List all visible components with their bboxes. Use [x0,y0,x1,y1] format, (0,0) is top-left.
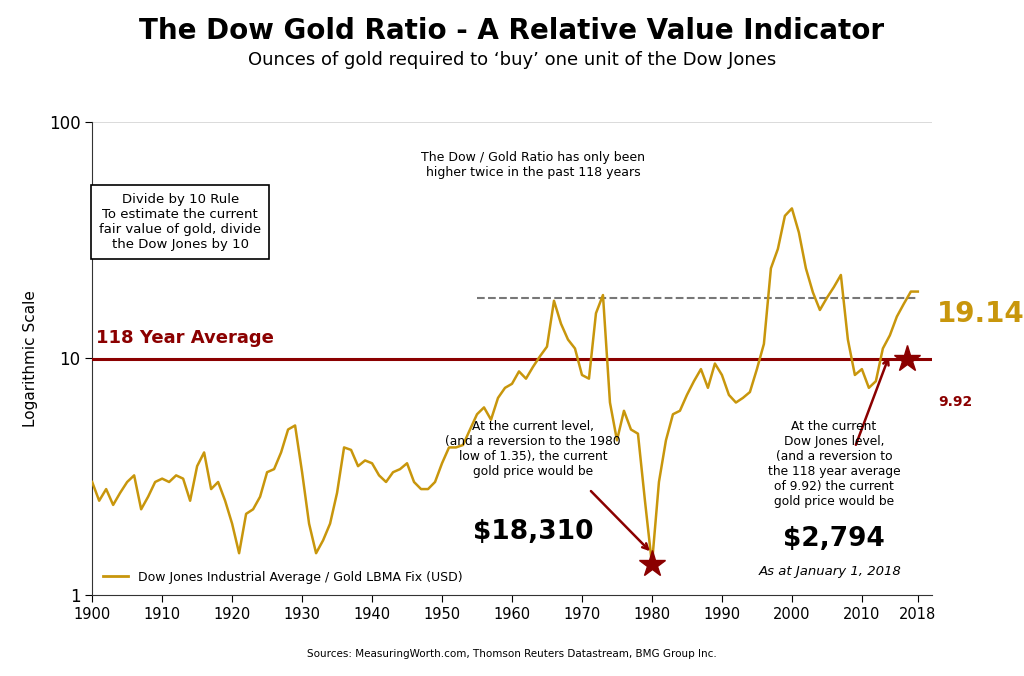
Legend: Dow Jones Industrial Average / Gold LBMA Fix (USD): Dow Jones Industrial Average / Gold LBMA… [98,566,468,589]
Text: 9.92: 9.92 [938,395,972,410]
Text: Divide by 10 Rule
To estimate the current
fair value of gold, divide
the Dow Jon: Divide by 10 Rule To estimate the curren… [99,193,261,251]
Text: The Dow / Gold Ratio has only been
higher twice in the past 118 years: The Dow / Gold Ratio has only been highe… [421,151,645,179]
Text: Ounces of gold required to ‘buy’ one unit of the Dow Jones: Ounces of gold required to ‘buy’ one uni… [248,51,776,69]
Text: At the current
Dow Jones level,
(and a reversion to
the 118 year average
of 9.92: At the current Dow Jones level, (and a r… [768,420,900,508]
Text: As at January 1, 2018: As at January 1, 2018 [759,565,901,578]
Text: At the current level,
(and a reversion to the 1980
low of 1.35), the current
gol: At the current level, (and a reversion t… [445,420,621,478]
Text: Sources: MeasuringWorth.com, Thomson Reuters Datastream, BMG Group Inc.: Sources: MeasuringWorth.com, Thomson Reu… [307,649,717,659]
Y-axis label: Logarithmic Scale: Logarithmic Scale [23,290,38,427]
Text: The Dow Gold Ratio - A Relative Value Indicator: The Dow Gold Ratio - A Relative Value In… [139,17,885,45]
Text: 19.14: 19.14 [937,300,1024,329]
Text: $2,794: $2,794 [783,526,885,552]
Text: 118 Year Average: 118 Year Average [95,329,273,347]
Text: $18,310: $18,310 [473,518,593,545]
